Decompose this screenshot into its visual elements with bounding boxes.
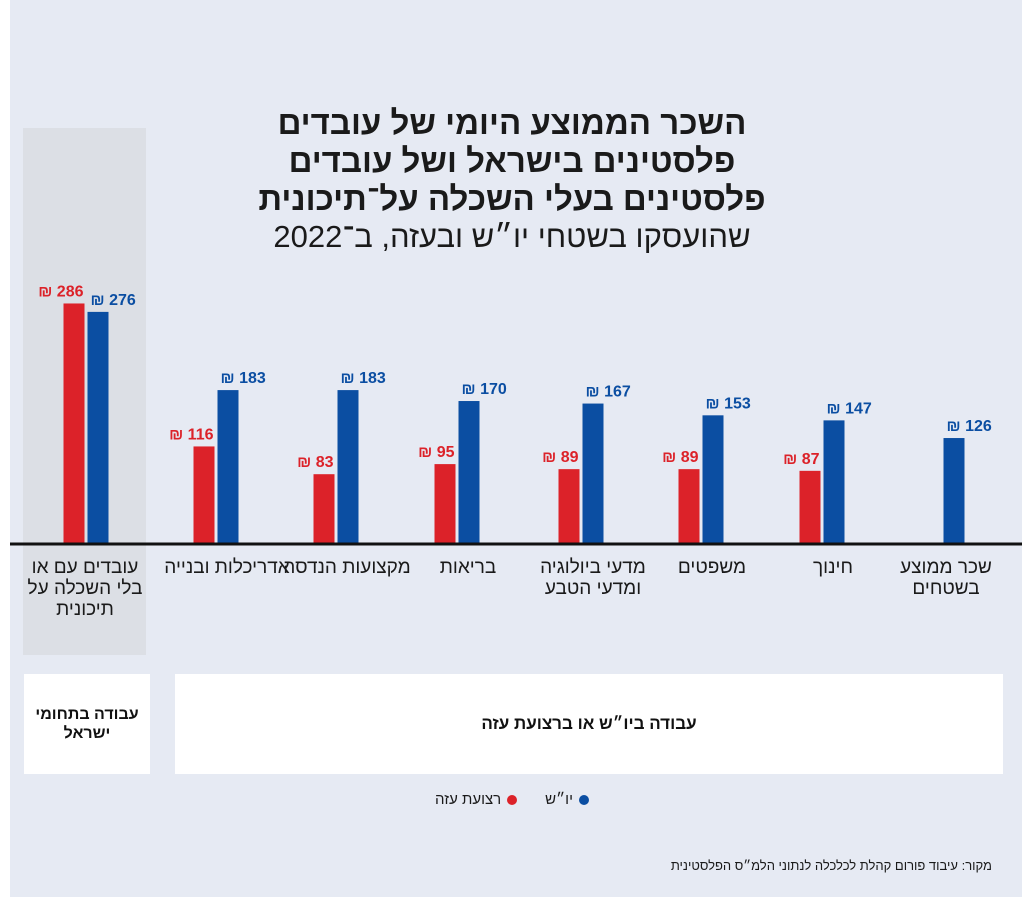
chart-title-line-2: פלסטינים בישראל ושל עובדים — [288, 142, 736, 179]
bar-west-bank-2 — [337, 390, 359, 544]
bar-gaza-5 — [678, 469, 700, 544]
bar-gaza-4 — [558, 469, 580, 544]
source-note: מקור: עיבוד פורום קהלת לכלכלה לנתוני הלמ… — [670, 858, 992, 873]
value-label-gaza-4: ₪ 89 — [542, 449, 578, 466]
legend-item-west-bank: יו״ש — [545, 791, 589, 808]
group-box-israel: עבודה בתחומי ישראל — [24, 674, 150, 774]
legend-dot-gaza — [507, 794, 518, 805]
value-label-west-bank-2: ₪ 183 — [341, 370, 386, 387]
value-label-west-bank-5: ₪ 153 — [706, 395, 751, 412]
category-label-architecture: אדריכלות ובנייה — [164, 557, 290, 578]
bar-gaza-2 — [313, 474, 335, 544]
value-label-west-bank-0: ₪ 276 — [91, 292, 136, 309]
chart-subtitle: שהועסקו בשטחי יו״ש ובעזה, ב־2022 — [273, 219, 751, 254]
category-label-engineering: מקצועות הנדסה — [283, 557, 411, 578]
bar-west-bank-7 — [943, 438, 965, 544]
category-label-law: משפטים — [677, 557, 747, 578]
category-label-education: חינוך — [813, 557, 853, 578]
bar-west-bank-4 — [582, 403, 604, 544]
category-label-israel: עובדים עם או בלי השכלה על תיכונית — [27, 557, 143, 620]
value-label-west-bank-6: ₪ 147 — [827, 400, 872, 417]
category-label-biology: מדעי ביולוגיה ומדעי הטבע — [540, 557, 646, 599]
legend-label-gaza: רצועת עזה — [435, 791, 502, 808]
value-label-gaza-5: ₪ 89 — [662, 449, 698, 466]
bar-west-bank-5 — [702, 415, 724, 544]
category-label-territories-average: שכר ממוצע בשטחים — [900, 557, 992, 599]
value-label-west-bank-4: ₪ 167 — [586, 384, 631, 401]
value-label-gaza-0: ₪ 286 — [38, 283, 83, 300]
bar-gaza-1 — [193, 446, 215, 544]
value-label-west-bank-1: ₪ 183 — [221, 370, 266, 387]
bar-west-bank-1 — [217, 390, 239, 544]
legend-label-west-bank: יו״ש — [545, 791, 573, 808]
value-label-gaza-2: ₪ 83 — [297, 454, 333, 471]
value-label-gaza-3: ₪ 95 — [418, 444, 454, 461]
bar-west-bank-6 — [823, 420, 845, 544]
value-label-gaza-6: ₪ 87 — [783, 451, 819, 468]
value-label-west-bank-3: ₪ 170 — [462, 381, 507, 398]
value-label-west-bank-7: ₪ 126 — [947, 418, 992, 435]
value-label-gaza-1: ₪ 116 — [169, 426, 214, 443]
legend-item-gaza: רצועת עזה — [435, 791, 518, 808]
bar-gaza-0 — [63, 303, 85, 544]
legend: יו״ש רצועת עזה — [0, 791, 1024, 808]
bar-west-bank-0 — [87, 311, 109, 544]
category-label-health: בריאות — [439, 557, 497, 578]
legend-dot-west-bank — [578, 794, 589, 805]
group-box-territories: עבודה ביו״ש או ברצועת עזה — [175, 674, 1003, 774]
chart-title-line-1: השכר הממוצע היומי של עובדים — [277, 104, 747, 141]
chart-title-line-3: פלסטינים בעלי השכלה על־תיכונית — [258, 180, 766, 217]
bar-gaza-3 — [434, 464, 456, 544]
bar-west-bank-3 — [458, 401, 480, 544]
bar-gaza-6 — [799, 470, 821, 544]
